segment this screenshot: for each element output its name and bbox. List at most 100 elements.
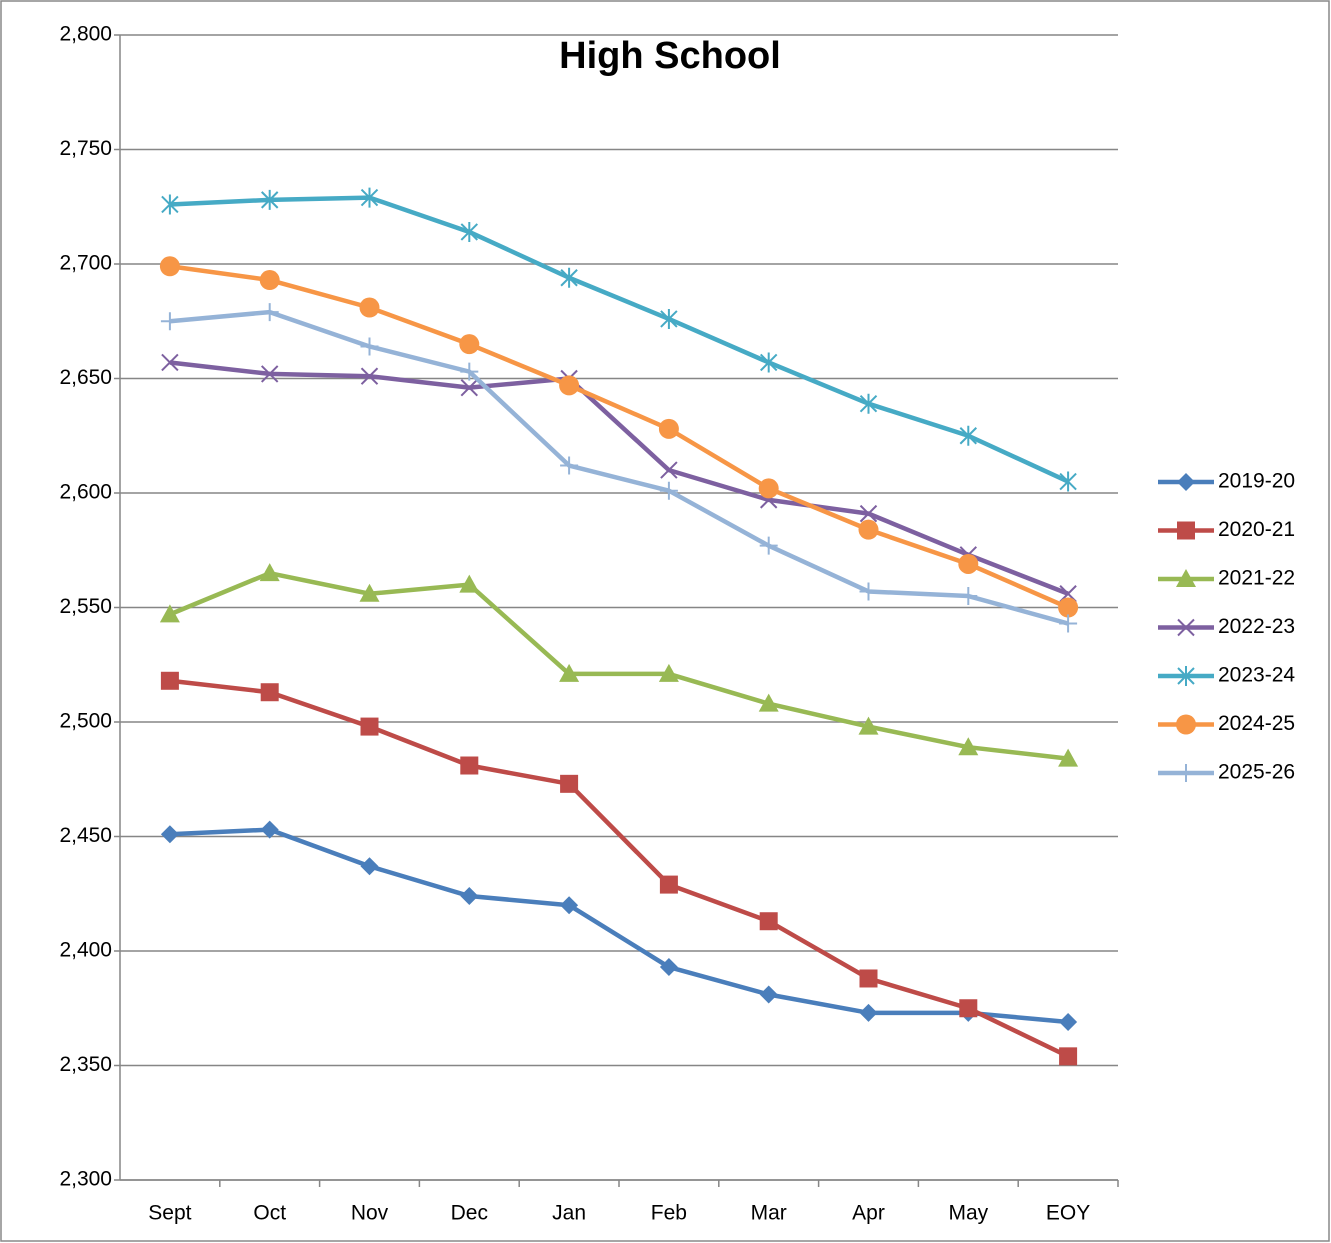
marker — [1177, 473, 1195, 491]
marker — [959, 587, 978, 606]
marker — [460, 378, 479, 397]
marker — [460, 362, 479, 381]
marker — [260, 683, 279, 702]
marker — [460, 887, 479, 906]
marker — [759, 912, 778, 931]
marker — [858, 519, 879, 540]
marker — [159, 604, 180, 623]
series-line — [169, 360, 1069, 596]
marker — [260, 365, 279, 383]
x-tick-label: Dec — [451, 1202, 488, 1225]
marker — [1177, 666, 1195, 686]
marker — [459, 334, 480, 355]
marker — [959, 999, 978, 1018]
marker — [759, 985, 778, 1004]
marker — [360, 337, 379, 356]
marker — [360, 717, 379, 736]
y-tick-label: 2,650 — [59, 366, 112, 389]
marker — [359, 297, 380, 318]
marker — [260, 189, 279, 210]
legend-label: 2025-26 — [1218, 761, 1295, 784]
marker — [1058, 748, 1079, 767]
y-tick-label: 2,500 — [59, 710, 112, 733]
y-tick-label: 2,700 — [59, 252, 112, 275]
marker — [160, 825, 179, 844]
marker — [758, 478, 779, 499]
marker — [660, 308, 678, 329]
marker — [1059, 471, 1077, 492]
marker — [859, 969, 878, 988]
marker — [1058, 597, 1079, 618]
series-line — [169, 309, 1069, 626]
chart-title: High School — [559, 35, 781, 77]
marker — [559, 375, 580, 396]
marker — [858, 716, 879, 735]
marker — [460, 756, 479, 775]
marker — [259, 270, 280, 291]
y-tick-label: 2,600 — [59, 481, 112, 504]
marker — [460, 221, 479, 242]
marker — [360, 367, 379, 385]
marker — [459, 574, 480, 593]
marker — [859, 582, 878, 601]
marker — [160, 671, 179, 690]
legend-label: 2020-21 — [1218, 518, 1295, 541]
marker — [658, 418, 679, 439]
marker — [958, 737, 979, 756]
marker — [160, 312, 179, 331]
legend-label: 2022-23 — [1218, 615, 1295, 638]
legend-label: 2021-22 — [1218, 567, 1295, 590]
marker — [1177, 521, 1195, 540]
marker — [659, 481, 678, 500]
x-tick-label: Jan — [552, 1202, 586, 1225]
marker — [759, 536, 778, 555]
series — [160, 303, 1078, 633]
marker — [1177, 764, 1195, 782]
x-tick-label: Sept — [148, 1202, 191, 1225]
marker — [758, 693, 779, 712]
y-tick-label: 2,450 — [59, 824, 112, 847]
legend-label: 2024-25 — [1218, 712, 1295, 735]
marker — [659, 958, 678, 977]
series — [159, 256, 1079, 618]
y-tick-label: 2,350 — [59, 1053, 112, 1076]
marker — [560, 896, 579, 915]
marker — [958, 553, 979, 574]
marker — [559, 663, 580, 682]
x-tick-label: May — [948, 1202, 988, 1225]
marker — [560, 267, 578, 288]
marker — [859, 1003, 878, 1022]
series — [160, 671, 1078, 1066]
marker — [1059, 614, 1078, 633]
marker — [161, 194, 179, 215]
marker — [159, 256, 180, 277]
y-tick-label: 2,400 — [59, 939, 112, 962]
marker — [659, 875, 678, 894]
series — [160, 820, 1078, 1031]
marker — [360, 857, 379, 876]
marker — [959, 425, 978, 446]
x-tick-label: Oct — [253, 1202, 286, 1225]
marker — [1059, 1047, 1078, 1066]
legend-label: 2019-20 — [1218, 470, 1295, 493]
marker — [859, 393, 878, 414]
marker — [259, 563, 280, 582]
y-tick-label: 2,300 — [59, 1168, 112, 1191]
x-tick-label: Nov — [351, 1202, 389, 1225]
marker — [360, 187, 379, 208]
marker — [560, 456, 579, 475]
legend-label: 2023-24 — [1218, 664, 1295, 687]
marker — [1176, 714, 1196, 735]
x-tick-label: EOY — [1046, 1202, 1090, 1225]
marker — [759, 352, 778, 373]
x-tick-label: Apr — [852, 1202, 885, 1225]
series-line — [169, 678, 1070, 1059]
series-line — [169, 827, 1069, 1025]
series-line — [169, 570, 1069, 761]
series-line — [169, 195, 1070, 484]
series — [161, 187, 1077, 492]
y-tick-label: 2,800 — [59, 23, 112, 46]
y-tick-label: 2,550 — [59, 595, 112, 618]
marker — [1176, 569, 1196, 587]
